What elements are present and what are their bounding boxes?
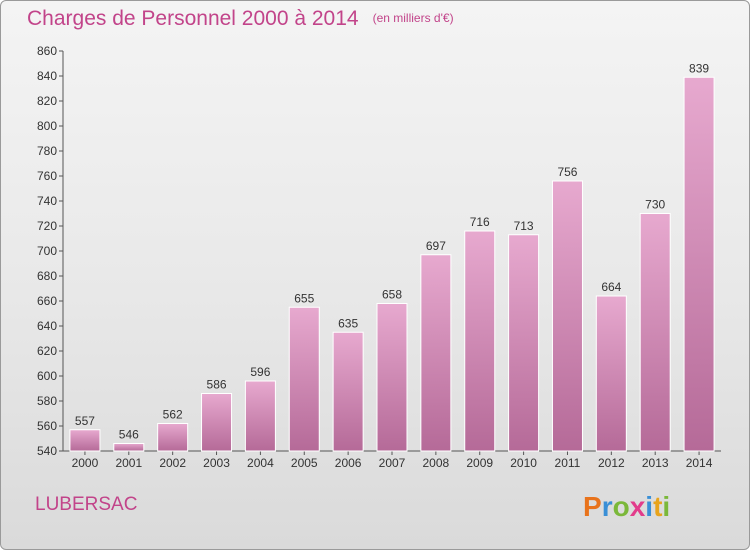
y-tick-label: 760 xyxy=(37,169,57,183)
chart-subtitle: (en milliers d'€) xyxy=(372,11,454,25)
value-label-2007: 658 xyxy=(382,288,402,302)
x-tick-label-2003: 2003 xyxy=(203,456,230,470)
value-label-2013: 730 xyxy=(645,198,665,212)
y-tick-label: 560 xyxy=(37,419,57,433)
y-tick-label: 820 xyxy=(37,94,57,108)
bar-2013 xyxy=(639,213,671,452)
x-tick-label-2006: 2006 xyxy=(335,456,362,470)
x-tick-label-2014: 2014 xyxy=(686,456,713,470)
x-tick-label-2007: 2007 xyxy=(379,456,406,470)
value-label-2002: 562 xyxy=(163,408,183,422)
value-label-2012: 664 xyxy=(601,280,621,294)
bar-2000 xyxy=(69,429,101,452)
x-tick-label-2004: 2004 xyxy=(247,456,274,470)
y-tick-label: 620 xyxy=(37,344,57,358)
bar-2014 xyxy=(683,76,715,452)
logo-letter: r xyxy=(601,491,613,522)
value-label-2006: 635 xyxy=(338,316,358,330)
logo-letter: P xyxy=(583,491,602,522)
location-label: LUBERSAC xyxy=(35,494,138,515)
value-label-2000: 557 xyxy=(75,414,95,428)
y-tick-label: 700 xyxy=(37,244,57,258)
bar-2011 xyxy=(551,180,583,452)
y-tick-label: 680 xyxy=(37,269,57,283)
y-tick-label: 540 xyxy=(37,444,57,458)
bar-2001 xyxy=(113,443,145,452)
bar-2010 xyxy=(508,234,540,452)
logo-letter: i xyxy=(662,491,671,522)
x-tick-label-2009: 2009 xyxy=(466,456,493,470)
chart-title: Charges de Personnel 2000 à 2014 (en mill… xyxy=(27,7,454,31)
value-label-2010: 713 xyxy=(514,219,534,233)
x-tick-label-2012: 2012 xyxy=(598,456,625,470)
x-tick-label-2005: 2005 xyxy=(291,456,318,470)
value-label-2009: 716 xyxy=(470,215,490,229)
bar-2009 xyxy=(464,230,496,452)
y-tick-label: 720 xyxy=(37,219,57,233)
x-tick-label-2001: 2001 xyxy=(115,456,142,470)
value-label-2003: 586 xyxy=(207,378,227,392)
y-tick-label: 600 xyxy=(37,369,57,383)
value-label-2011: 756 xyxy=(557,165,577,179)
y-tick-label: 640 xyxy=(37,319,57,333)
x-tick-label-2010: 2010 xyxy=(510,456,537,470)
value-label-2001: 546 xyxy=(119,428,139,442)
bar-2006 xyxy=(332,331,364,452)
y-tick-label: 840 xyxy=(37,69,57,83)
y-tick-label: 860 xyxy=(37,44,57,58)
value-label-2008: 697 xyxy=(426,239,446,253)
logo-letter: i xyxy=(645,491,654,522)
value-label-2014: 839 xyxy=(689,61,709,75)
y-tick-label: 780 xyxy=(37,144,57,158)
bar-2007 xyxy=(376,303,408,452)
logo-letter: x xyxy=(629,491,646,522)
y-tick-label: 740 xyxy=(37,194,57,208)
x-tick-label-2011: 2011 xyxy=(555,456,581,470)
value-label-2004: 596 xyxy=(250,365,270,379)
x-tick-label-2000: 2000 xyxy=(72,456,99,470)
x-tick-label-2008: 2008 xyxy=(423,456,450,470)
y-axis: 540 560 580 600 620 640 660 680 700 720 740 760 780 8… xyxy=(37,44,64,458)
bar-2008 xyxy=(420,254,452,452)
logo-letter: t xyxy=(653,491,663,522)
proxiti-logo: Proxiti xyxy=(583,491,670,523)
bar-2002 xyxy=(157,423,189,452)
x-axis: 2000 2001 2002 2003 2004 2005 2006 2007 2008 2009… xyxy=(63,450,721,470)
bar-2005 xyxy=(288,306,320,452)
x-tick-label-2002: 2002 xyxy=(159,456,186,470)
bar-2012 xyxy=(595,295,627,452)
logo-letter: o xyxy=(612,491,630,522)
y-tick-label: 800 xyxy=(37,119,57,133)
bars: 557 546 562 586 596 655 635 658 697 716 713 756 664 7… xyxy=(69,61,715,452)
y-tick-label: 580 xyxy=(37,394,57,408)
y-tick-label: 660 xyxy=(37,294,57,308)
value-label-2005: 655 xyxy=(294,291,314,305)
x-tick-label-2013: 2013 xyxy=(642,456,669,470)
bar-2003 xyxy=(201,393,233,452)
chart-title-text: Charges de Personnel 2000 à 2014 xyxy=(27,7,359,30)
bar-2004 xyxy=(244,380,276,452)
